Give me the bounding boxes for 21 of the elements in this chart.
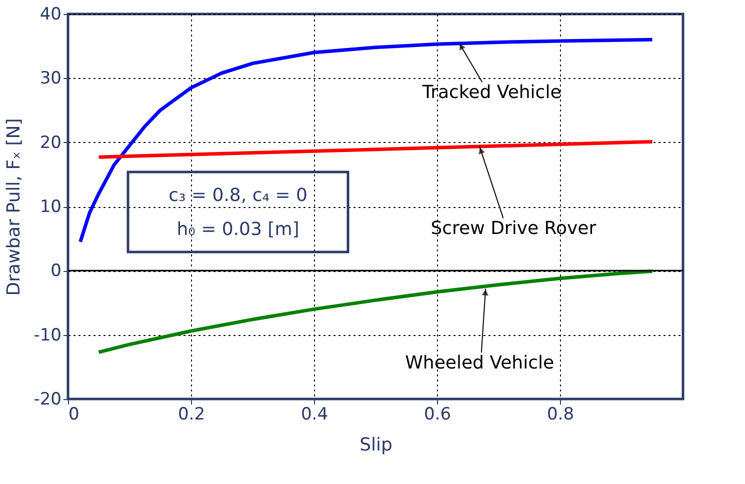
y-tick-label: -20 [34, 390, 62, 410]
line-series [78, 38, 654, 244]
x-tick-label: 0 [68, 404, 80, 424]
x-tick-label: 0.6 [424, 404, 452, 424]
annotation: Screw Drive Rover [430, 218, 597, 240]
y-tick-label: 40 [40, 4, 62, 24]
annotation: Wheeled Vehicle [405, 352, 554, 374]
y-tick-label: -10 [34, 325, 62, 346]
x-tick-label: 0.8 [546, 404, 574, 424]
x-tick-label: 0.2 [178, 404, 206, 424]
annotation: Tracked Vehicle [421, 82, 562, 104]
y-axis-title: Drawbar Pull, Fₓ [N] [4, 118, 25, 296]
y-tick-label: 20 [40, 132, 62, 153]
y-tick-label: 10 [40, 197, 62, 217]
annotation: h₀ = 0.03 [m] [176, 219, 300, 240]
annotation: c₃ = 0.8, c₄ = 0 [168, 185, 308, 206]
x-tick-label: 0.4 [300, 404, 328, 424]
y-tick-label: 0 [50, 261, 62, 282]
line-series [97, 270, 654, 354]
y-tick-label: 30 [40, 68, 62, 89]
x-axis-title: Slip [360, 434, 392, 456]
